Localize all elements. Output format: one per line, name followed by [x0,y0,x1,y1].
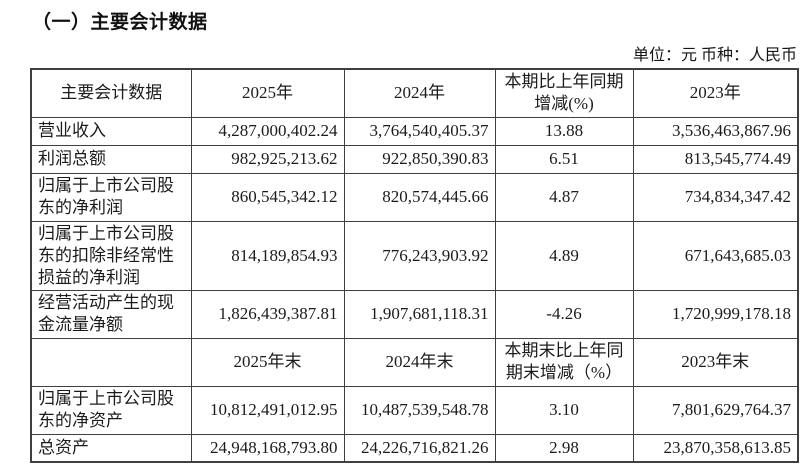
row-label: 营业收入 [30,116,192,146]
row-operating-cash-flow: 经营活动产生的现金流量净额 1,826,439,387.81 1,907,681… [30,289,799,339]
cell-2023-value: 813,545,774.49 [632,144,799,174]
row-total-assets: 总资产 24,948,168,793.80 24,226,716,821.26 … [30,433,799,463]
subheader-2023-yearend: 2023年末 [632,337,799,387]
table-subheader-row: 2025年末 2024年末 本期末比上年同期末增减（%） 2023年末 [30,337,799,387]
cell-2024-value: 922,850,390.83 [343,144,496,174]
cell-change-value: 6.51 [494,144,634,174]
row-net-assets-attributable: 归属于上市公司股东的净资产 10,812,491,012.95 10,487,5… [30,385,799,435]
cell-2025-value: 814,189,854.93 [190,220,345,291]
row-operating-revenue: 营业收入 4,287,000,402.24 3,764,540,405.37 1… [30,116,799,146]
cell-change-value: -4.26 [494,289,634,339]
cell-2025-value: 24,948,168,793.80 [190,433,345,463]
row-net-profit-attributable: 归属于上市公司股东的净利润 860,545,342.12 820,574,445… [30,172,799,222]
table-header-row: 主要会计数据 2025年 2024年 本期比上年同期增减(%) 2023年 [30,68,799,118]
cell-2023-value: 3,536,463,867.96 [632,116,799,146]
cell-2025-value: 4,287,000,402.24 [190,116,345,146]
cell-change-value: 2.98 [494,433,634,463]
subheader-yearend-change: 本期末比上年同期末增减（%） [494,337,634,387]
column-header-2025: 2025年 [190,68,345,118]
column-header-yoy-change: 本期比上年同期增减(%) [494,68,634,118]
section-title: （一）主要会计数据 [32,12,208,33]
cell-2024-value: 3,764,540,405.37 [343,116,496,146]
unit-note: 单位：元 币种：人民币 [632,47,797,64]
cell-2025-value: 860,545,342.12 [190,172,345,222]
cell-2025-value: 982,925,213.62 [190,144,345,174]
subheader-2025-yearend: 2025年末 [190,337,345,387]
cell-2025-value: 10,812,491,012.95 [190,385,345,435]
cell-2023-value: 734,834,347.42 [632,172,799,222]
cell-2023-value: 7,801,629,764.37 [632,385,799,435]
cell-2025-value: 1,826,439,387.81 [190,289,345,339]
cell-2023-value: 23,870,358,613.85 [632,433,799,463]
row-label: 归属于上市公司股东的净利润 [30,172,192,222]
cell-change-value: 4.89 [494,220,634,291]
subheader-2024-yearend: 2024年末 [343,337,496,387]
cell-2024-value: 1,907,681,118.31 [343,289,496,339]
column-header-2023: 2023年 [632,68,799,118]
row-label: 利润总额 [30,144,192,174]
subheader-empty-cell [30,337,192,387]
column-header-indicator: 主要会计数据 [30,68,192,118]
cell-2024-value: 820,574,445.66 [343,172,496,222]
column-header-2024: 2024年 [343,68,496,118]
cell-2024-value: 776,243,903.92 [343,220,496,291]
row-net-profit-after-deduction: 归属于上市公司股东的扣除非经常性损益的净利润 814,189,854.93 77… [30,220,799,291]
cell-change-value: 13.88 [494,116,634,146]
row-total-profit: 利润总额 982,925,213.62 922,850,390.83 6.51 … [30,144,799,174]
row-label: 总资产 [30,433,192,463]
cell-2023-value: 1,720,999,178.18 [632,289,799,339]
cell-2023-value: 671,643,685.03 [632,220,799,291]
accounting-data-table: 主要会计数据 2025年 2024年 本期比上年同期增减(%) 2023年 营业… [30,68,799,463]
row-label: 经营活动产生的现金流量净额 [30,289,192,339]
cell-change-value: 3.10 [494,385,634,435]
cell-2024-value: 10,487,539,548.78 [343,385,496,435]
cell-change-value: 4.87 [494,172,634,222]
row-label: 归属于上市公司股东的净资产 [30,385,192,435]
row-label: 归属于上市公司股东的扣除非经常性损益的净利润 [30,220,192,291]
cell-2024-value: 24,226,716,821.26 [343,433,496,463]
